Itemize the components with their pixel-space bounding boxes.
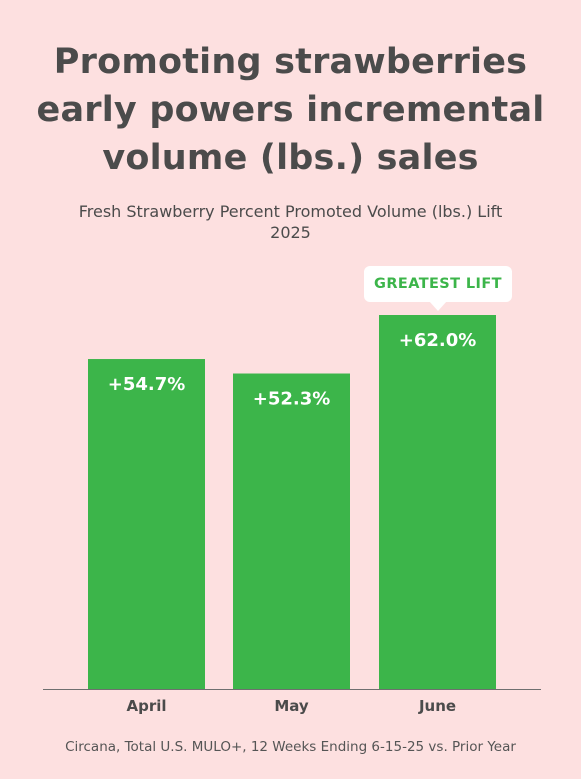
chart-year: 2025	[270, 223, 311, 242]
source-note: Circana, Total U.S. MULO+, 12 Weeks Endi…	[65, 739, 516, 755]
bar-value-label: +62.0%	[399, 330, 477, 351]
greatest-lift-callout: GREATEST LIFT	[364, 266, 512, 302]
title-line-3: volume (lbs.) sales	[102, 138, 479, 178]
bar-april	[88, 359, 205, 689]
title-line-2: early powers incremental	[36, 90, 545, 130]
chart-title: Fresh Strawberry Percent Promoted Volume…	[78, 202, 503, 221]
x-tick-label: June	[418, 697, 456, 715]
x-tick-label: April	[126, 697, 166, 715]
bar-value-label: +52.3%	[253, 389, 331, 410]
bar-may	[233, 373, 350, 689]
bar-june	[379, 315, 496, 689]
title-line-1: Promoting strawberries	[53, 42, 528, 82]
page-title: Promoting strawberries early powers incr…	[0, 38, 581, 182]
bar-value-label: +54.7%	[108, 374, 186, 395]
chart-subtitle: Fresh Strawberry Percent Promoted Volume…	[0, 201, 581, 243]
callout-pointer	[429, 301, 447, 311]
x-tick-label: May	[274, 697, 309, 715]
